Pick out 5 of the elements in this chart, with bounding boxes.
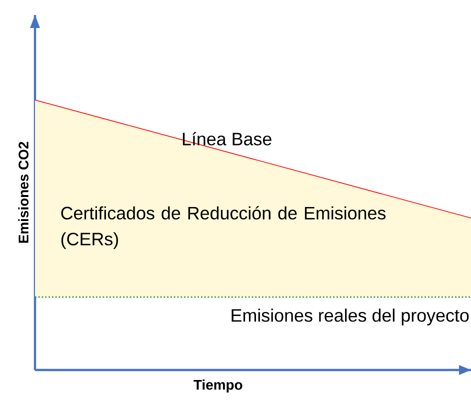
annotation: Certificados de Reducción de Emisiones (CERs)	[61, 206, 386, 249]
x-axis-title: Tiempo	[194, 380, 242, 393]
y-axis-title: Emisiones CO2	[18, 142, 28, 243]
series-label: Línea Base	[182, 132, 272, 146]
series-label: Emisiones reales del proyecto	[232, 308, 469, 326]
